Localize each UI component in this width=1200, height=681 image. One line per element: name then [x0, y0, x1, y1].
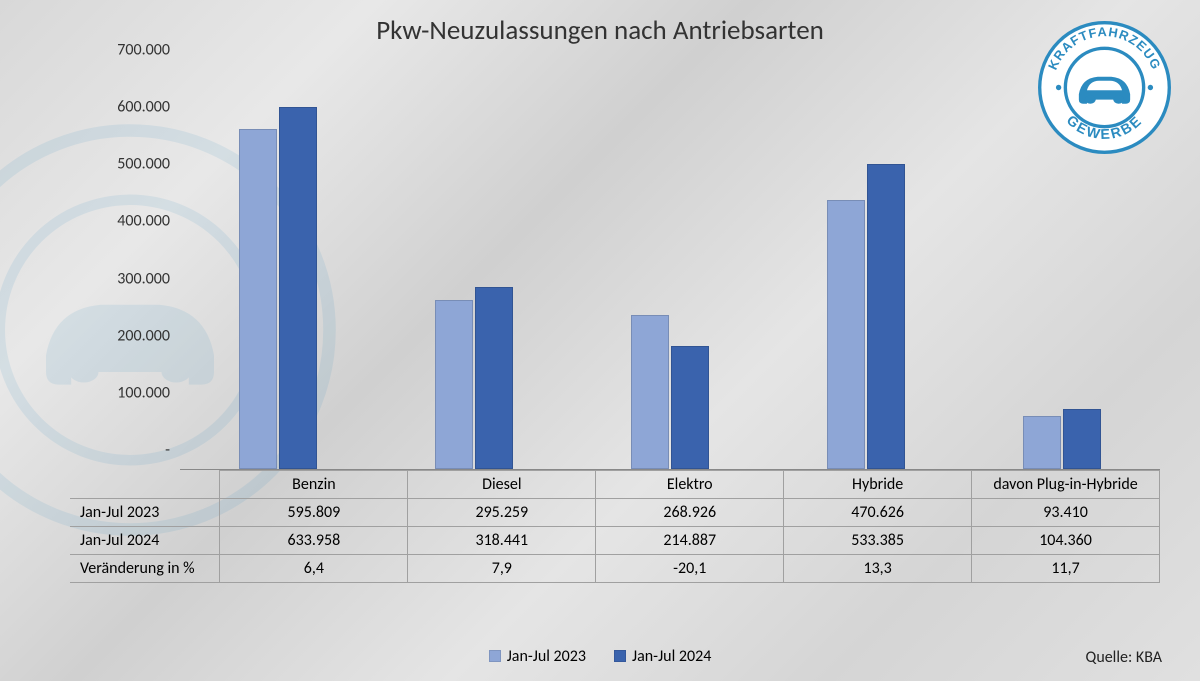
ytick-label: 300.000	[117, 269, 170, 288]
table-cell: 470.626	[784, 499, 972, 527]
category-header: Elektro	[596, 471, 784, 499]
table-cell: 7,9	[408, 555, 596, 583]
bar-group	[964, 409, 1160, 469]
table-cell: 13,3	[784, 555, 972, 583]
bar	[435, 300, 473, 469]
bar	[827, 200, 865, 469]
ytick-label: 200.000	[117, 326, 170, 345]
category-header: Diesel	[408, 471, 596, 499]
ytick-label: 100.000	[117, 383, 170, 402]
bar	[631, 315, 669, 469]
legend-item: Jan-Jul 2023	[489, 647, 586, 666]
bar-group	[180, 107, 376, 469]
chart-title: Pkw-Neuzulassungen nach Antriebsarten	[0, 0, 1200, 47]
source-label: Quelle: KBA	[1086, 648, 1162, 667]
ytick-label: 400.000	[117, 212, 170, 231]
bar-group	[768, 164, 964, 469]
bar	[239, 129, 277, 469]
ytick-label: 600.000	[117, 98, 170, 117]
table-cell: 295.259	[408, 499, 596, 527]
category-header: Hybride	[784, 471, 972, 499]
bar	[867, 164, 905, 469]
bar-group	[376, 287, 572, 469]
legend-label: Jan-Jul 2024	[632, 647, 711, 666]
chart-container: - 100.000 200.000 300.000 400.000 500.000 600.…	[70, 60, 1170, 490]
table-cell: 214.887	[596, 527, 784, 555]
row-label: Jan-Jul 2023	[70, 499, 220, 527]
legend-item: Jan-Jul 2024	[614, 647, 711, 666]
table-cell: 268.926	[596, 499, 784, 527]
table-cell: 6,4	[220, 555, 408, 583]
legend-label: Jan-Jul 2023	[507, 647, 586, 666]
bar	[1063, 409, 1101, 469]
bar	[671, 346, 709, 469]
legend-swatch	[614, 650, 626, 662]
row-label: Veränderung in %	[70, 555, 220, 583]
table-cell: 533.385	[784, 527, 972, 555]
table-cell: 11,7	[972, 555, 1160, 583]
table-cell: 104.360	[972, 527, 1160, 555]
table-cell: 633.958	[220, 527, 408, 555]
data-table: BenzinDieselElektroHybridedavon Plug-in-…	[70, 470, 1160, 583]
ytick-label: -	[165, 441, 170, 460]
bar	[1023, 416, 1061, 469]
category-header: Benzin	[220, 471, 408, 499]
bar	[279, 107, 317, 469]
table-cell: 318.441	[408, 527, 596, 555]
ytick-label: 500.000	[117, 155, 170, 174]
legend-swatch	[489, 650, 501, 662]
legend: Jan-Jul 2023 Jan-Jul 2024	[0, 647, 1200, 668]
table-corner-cell	[70, 471, 220, 499]
category-header: davon Plug-in-Hybride	[972, 471, 1160, 499]
row-label: Jan-Jul 2024	[70, 527, 220, 555]
table-cell: 595.809	[220, 499, 408, 527]
bar	[475, 287, 513, 469]
ytick-label: 700.000	[117, 41, 170, 60]
table-cell: -20,1	[596, 555, 784, 583]
plot-area: -100.000200.000300.000400.000500.000600.…	[180, 70, 1160, 470]
table-cell: 93.410	[972, 499, 1160, 527]
bar-group	[572, 315, 768, 469]
